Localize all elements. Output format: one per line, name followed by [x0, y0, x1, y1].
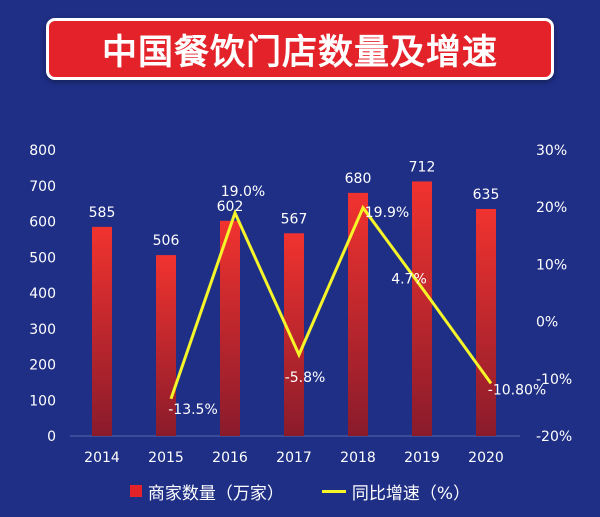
line-value-label: -10.80% [488, 382, 546, 398]
legend-label-line: 同比增速（%） [351, 483, 471, 504]
chart-title: 中国餐饮门店数量及增速 [101, 32, 498, 73]
bar [412, 181, 432, 436]
y-left-tick-label: 700 [29, 179, 56, 195]
legend: 商家数量（万家） 同比增速（%） [0, 476, 600, 506]
y-right-tick-label: 30% [536, 143, 567, 159]
bar [284, 233, 304, 436]
x-tick-label: 2017 [276, 450, 312, 466]
legend-item-line: 同比增速（%） [321, 479, 471, 504]
x-tick-label: 2015 [148, 450, 184, 466]
bar [348, 192, 368, 436]
legend-label-bars: 商家数量（万家） [147, 483, 284, 504]
line-value-label: 19.0% [221, 184, 265, 200]
y-right-tick-label: -20% [536, 429, 572, 445]
y-left-tick-label: 300 [29, 322, 56, 338]
y-left-tick-label: 200 [29, 358, 56, 374]
title-banner: 中国餐饮门店数量及增速 [46, 18, 554, 80]
x-tick-label: 2016 [212, 450, 248, 466]
bar-value-label: 635 [473, 187, 500, 203]
bar [220, 220, 240, 436]
x-tick-label: 2018 [340, 450, 376, 466]
line-value-label: 4.7% [391, 272, 427, 288]
bar-value-label: 680 [345, 171, 372, 187]
x-tick-label: 2020 [468, 450, 504, 466]
bar [156, 255, 176, 436]
y-right-tick-label: 10% [536, 257, 567, 273]
legend-swatch-bars [129, 485, 142, 497]
legend-item-bars: 商家数量（万家） [129, 479, 284, 504]
bar-value-label: 506 [153, 233, 180, 249]
y-right-tick-label: -10% [536, 372, 572, 388]
bar [92, 226, 112, 436]
bar-value-label: 602 [217, 199, 244, 215]
line-value-label: 19.9% [365, 205, 409, 221]
bar-value-label: 567 [281, 211, 308, 227]
bar-value-label: 712 [409, 159, 436, 175]
y-left-tick-label: 0 [47, 429, 56, 445]
x-tick-label: 2019 [404, 450, 440, 466]
y-right-tick-label: 20% [536, 200, 567, 216]
x-tick-label: 2014 [84, 450, 120, 466]
y-left-tick-label: 800 [29, 143, 56, 159]
line-value-label: -13.5% [168, 402, 218, 418]
growth-rate-line [169, 204, 493, 400]
bar-value-label: 585 [89, 205, 116, 221]
y-right-tick-label: 0% [536, 315, 558, 331]
y-left-tick-label: 600 [29, 215, 56, 231]
y-left-tick-label: 100 [29, 393, 56, 409]
legend-swatch-line [321, 489, 346, 493]
y-left-tick-label: 500 [29, 250, 56, 266]
line-value-label: -5.8% [285, 370, 326, 386]
y-left-tick-label: 400 [29, 286, 56, 302]
bar [476, 208, 496, 436]
